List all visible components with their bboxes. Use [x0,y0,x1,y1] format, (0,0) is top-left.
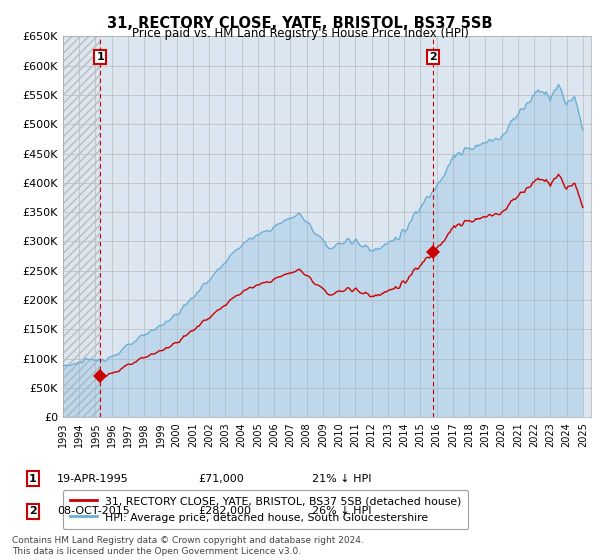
Text: 19-APR-1995: 19-APR-1995 [57,474,129,484]
Text: 1: 1 [97,52,104,62]
Text: Price paid vs. HM Land Registry's House Price Index (HPI): Price paid vs. HM Land Registry's House … [131,27,469,40]
Text: £71,000: £71,000 [198,474,244,484]
Legend: 31, RECTORY CLOSE, YATE, BRISTOL, BS37 5SB (detached house), HPI: Average price,: 31, RECTORY CLOSE, YATE, BRISTOL, BS37 5… [63,489,468,529]
Text: 1: 1 [29,474,37,484]
Text: 2: 2 [429,52,437,62]
Text: 2: 2 [29,506,37,516]
Text: 21% ↓ HPI: 21% ↓ HPI [312,474,371,484]
Text: 26% ↓ HPI: 26% ↓ HPI [312,506,371,516]
Text: 31, RECTORY CLOSE, YATE, BRISTOL, BS37 5SB: 31, RECTORY CLOSE, YATE, BRISTOL, BS37 5… [107,16,493,31]
Text: 08-OCT-2015: 08-OCT-2015 [57,506,130,516]
Text: Contains HM Land Registry data © Crown copyright and database right 2024.
This d: Contains HM Land Registry data © Crown c… [12,536,364,556]
Text: £282,000: £282,000 [198,506,251,516]
